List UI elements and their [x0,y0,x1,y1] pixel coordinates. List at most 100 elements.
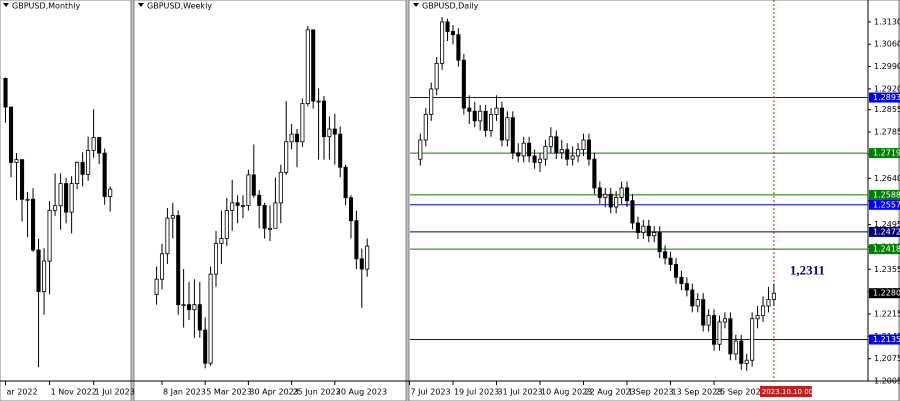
candle-body [203,329,208,364]
candle-body [684,283,689,291]
candle-body [472,110,477,122]
candle-body [159,253,165,280]
menu-icon[interactable] [3,3,9,7]
x-tick-label: 31 Jul 2023 [497,388,542,397]
candle-body [750,318,755,361]
candle-body [712,315,717,345]
candle-body [300,103,305,143]
x-tick-label: 5 Mar 2023 [206,388,252,397]
candle-body [543,145,548,160]
candle-body [30,198,36,251]
y-tick-label: 1.2215 [874,309,900,318]
candle-body [58,183,63,207]
candle-body [262,205,267,229]
candle-body [64,183,69,213]
candle-body [36,249,41,292]
level-label: 1.2280 [873,289,900,298]
candle-body [3,78,8,108]
candle-body [186,304,192,311]
candle-body [641,225,646,233]
panel-title: GBPUSD,Daily [422,2,479,11]
candle-body [722,318,727,323]
candle-body [625,187,630,202]
level-label: 1.2557 [873,200,900,209]
x-tick-label: 20 Aug 2023 [336,388,387,397]
plot-area [3,77,113,368]
candle-body [456,34,461,61]
candle-body [273,202,278,229]
candle-body [701,299,706,326]
candle-body [332,128,337,135]
x-tick-label: 1 Sep 2023 [628,388,674,397]
candle-body [467,107,472,112]
candle-body [294,133,300,143]
level-label: 1.2588 [873,190,900,199]
panel-title: GBPUSD,Weekly [147,2,212,11]
candle-body [537,158,543,163]
candle-body [646,225,651,237]
candle-body [657,232,662,253]
candle-body [565,149,570,160]
candle-body [429,88,434,115]
candle-body [354,220,359,260]
candle-body [181,304,186,307]
candle-body [235,202,240,206]
level-label-box [869,226,900,237]
candle-body [213,243,219,275]
y-tick-label: 1.2005 [874,377,900,386]
candle-body [53,205,58,211]
candle-body [365,245,370,270]
candle-body [766,299,771,307]
x-tick-label: 7 Jul 2023 [410,388,450,397]
candle-body [8,106,14,163]
candle-body [510,117,515,154]
candle-body [192,304,197,311]
candle-body [532,155,537,163]
x-tick-label: 25 Sep 2023 [715,388,766,397]
candle-body [257,194,262,206]
candle-body [706,315,711,326]
candle-body [91,137,96,151]
level-label-box [869,189,900,200]
plot-area [410,0,868,381]
candle-body [311,29,316,102]
candle-body [165,217,170,255]
candle-body [305,29,310,105]
menu-icon[interactable] [413,3,419,7]
level-label: 1.2472 [873,227,900,236]
candle-body [97,137,102,154]
candle-body [42,260,47,292]
candle-body [663,251,668,259]
candle-body [554,136,559,154]
candle-body [521,142,526,157]
x-tick-label: 10 Aug 2023 [541,388,592,397]
x-tick-label: 22 Aug 2023 [585,388,636,397]
level-label-box [869,244,900,255]
candle-body [614,197,619,208]
candle-body [219,238,224,244]
menu-icon[interactable] [138,3,144,7]
x-tick-label: 30 Apr 2023 [249,388,298,397]
candle-body [673,264,679,278]
level-label: 1.2719 [873,149,900,158]
candle-body [246,174,251,206]
y-tick-label: 1.2785 [874,128,900,137]
candle-body [489,114,494,131]
candle-body [592,158,597,189]
level-label: 1.2893 [873,93,900,102]
candle-body [327,128,332,138]
candle-body [744,359,749,364]
candle-body [570,155,575,160]
level-label-box [869,288,900,299]
candle-body [240,205,246,207]
candle-body [603,193,608,198]
candle-body [483,110,488,131]
candle-body [478,110,483,122]
candle-body [69,183,74,213]
candle-body [690,289,695,307]
candle-body [548,136,553,147]
candle-body [197,304,202,331]
candle-body [499,107,504,141]
level-label: 1.2135 [873,335,900,344]
x-tick-label: 13 Sep 2023 [672,388,723,397]
